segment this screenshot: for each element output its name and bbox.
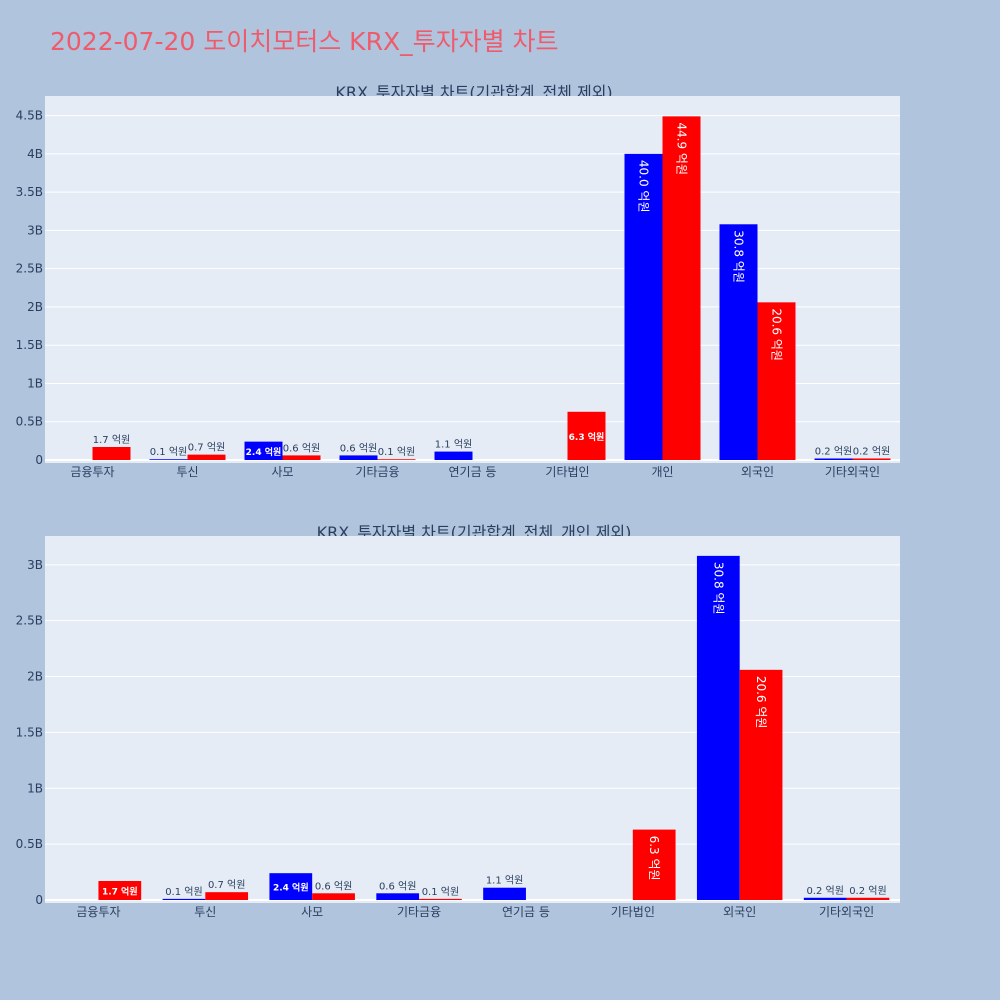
data-label: 20.6 억원 [770,308,784,361]
x-tick-label: 기타법인 [545,465,589,479]
y-tick-label: 2B [27,300,43,314]
bar [567,411,606,460]
bar [187,454,226,460]
data-label: 0.6 억원 [315,880,352,892]
bar [483,887,526,900]
x-tick-label: 연기금 등 [449,465,497,479]
y-tick-label: 0 [35,893,43,907]
bar [632,829,676,900]
bar [312,893,355,900]
y-tick-label: 3.5B [16,185,43,199]
x-tick-label: 개인 [651,465,673,479]
y-tick-label: 1.5B [16,338,43,352]
data-label: 0.1 억원 [422,886,459,898]
bar [149,459,188,460]
data-label: 0.1 억원 [150,446,187,458]
data-label: 0.6 억원 [283,442,320,454]
x-tick-label: 금융투자 [70,465,114,479]
bar [803,897,847,900]
data-label: 0.1 억원 [165,886,202,898]
data-label: 1.1 억원 [486,875,523,887]
y-tick-label: 2.5B [16,614,43,628]
bar [282,455,321,460]
bar [419,898,462,900]
data-label: 0.2 억원 [853,445,890,457]
bar [662,116,701,461]
bar [162,898,206,900]
y-tick-label: 3B [27,558,43,572]
x-tick-label: 투신 [194,905,216,919]
x-tick-label: 연기금 등 [502,905,550,919]
bar [852,458,891,460]
bar [757,302,796,460]
y-tick-label: 3B [27,223,43,237]
data-label: 0.1 억원 [378,446,415,458]
bar [696,555,740,900]
data-label: 0.2 억원 [806,885,843,897]
bar [846,897,890,900]
bar [92,446,131,460]
y-tick-label: 1.5B [16,725,43,739]
x-tick-label: 기타금융 [355,465,399,479]
y-tick-label: 0 [35,453,43,467]
y-tick-label: 1B [27,376,43,390]
bar [624,153,663,460]
data-label: 2.4 억원 [273,882,309,894]
data-label: 0.7 억원 [208,879,245,891]
data-label: 1.1 억원 [435,439,472,451]
data-label: 1.7 억원 [93,434,130,446]
data-label: 40.0 억원 [637,160,651,213]
bar [205,892,249,900]
x-tick-label: 기타금융 [397,905,441,919]
data-label: 6.3 억원 [569,431,605,443]
page-title: 2022-07-20 도이치모터스 KRX_투자자별 차트 [50,27,559,56]
y-tick-label: 0.5B [16,837,43,851]
y-tick-label: 2B [27,670,43,684]
bar [719,224,758,460]
data-label: 20.6 억원 [754,676,768,729]
y-tick-label: 0.5B [16,415,43,429]
y-tick-label: 4B [27,147,43,161]
bar [339,455,378,460]
bar [434,451,473,460]
bar [98,881,142,900]
data-label: 30.8 억원 [732,230,746,283]
bar [814,458,853,460]
data-label: 44.9 억원 [675,122,689,175]
data-label: 1.7 억원 [102,886,138,898]
chart-1: 0 0.5B 1B 1.5B 2B 2.5B 3B 3.5B 4B 4.5B 금융투자 1.7 억원투… [16,96,900,479]
x-tick-label: 외국인 [741,465,774,479]
bar [377,459,416,460]
data-label: 0.7 억원 [188,442,225,454]
data-label: 0.6 억원 [340,442,377,454]
bar [269,873,313,900]
bar [739,669,783,900]
y-tick-label: 2.5B [16,262,43,276]
data-label: 30.8 억원 [711,562,725,615]
x-tick-label: 기타외국인 [825,465,880,479]
x-tick-label: 사모 [271,465,293,479]
data-label: 2.4 억원 [246,446,282,458]
x-tick-label: 금융투자 [76,905,120,919]
x-tick-label: 사모 [301,905,323,919]
data-label: 6.3 억원 [647,836,661,881]
bar [244,441,283,460]
x-tick-label: 기타외국인 [819,905,874,919]
x-tick-label: 외국인 [723,905,756,919]
bar [376,893,420,900]
data-label: 0.2 억원 [815,445,852,457]
x-tick-label: 기타법인 [611,905,655,919]
y-tick-label: 4.5B [16,109,43,123]
data-label: 0.6 억원 [379,880,416,892]
y-tick-label: 1B [27,781,43,795]
data-label: 0.2 억원 [849,885,886,897]
x-tick-label: 투신 [176,465,198,479]
